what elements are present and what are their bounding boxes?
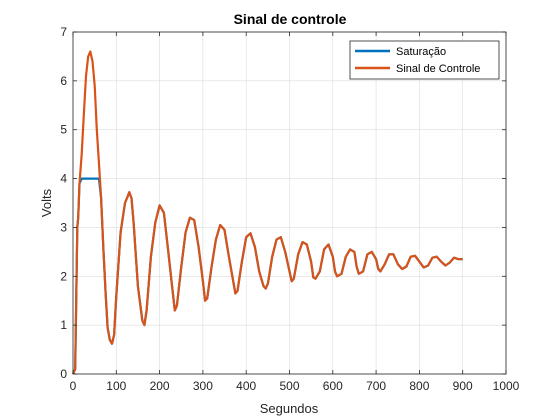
y-axis-ticks: 0 1 2 3 4 5 6 7 <box>60 25 506 381</box>
x-tick-label: 300 <box>193 379 213 393</box>
legend-label-sinal-de-controle: Sinal de Controle <box>396 63 480 75</box>
y-tick-label: 1 <box>60 318 67 332</box>
x-tick-label: 800 <box>409 379 429 393</box>
x-tick-label: 600 <box>323 379 343 393</box>
y-tick-label: 5 <box>60 123 67 137</box>
legend-box <box>349 40 500 80</box>
x-tick-label: 900 <box>453 379 473 393</box>
series-line-sinal-de-controle <box>71 50 463 375</box>
series-layer <box>71 50 463 375</box>
y-tick-label: 4 <box>60 172 67 186</box>
legend: Saturação Sinal de Controle <box>349 40 500 80</box>
x-tick-label: 200 <box>150 379 170 393</box>
x-axis-label: Segundos <box>260 401 319 416</box>
chart-title: Sinal de controle <box>234 11 347 27</box>
x-tick-label: 0 <box>70 379 77 393</box>
x-tick-label: 700 <box>366 379 386 393</box>
x-tick-label: 400 <box>236 379 256 393</box>
y-tick-label: 7 <box>60 25 67 39</box>
y-tick-label: 6 <box>60 74 67 88</box>
y-tick-label: 3 <box>60 220 67 234</box>
x-tick-label: 1000 <box>493 379 520 393</box>
legend-label-saturacao: Saturação <box>396 46 446 58</box>
y-tick-label: 2 <box>60 269 67 283</box>
y-tick-label: 0 <box>60 367 67 381</box>
x-tick-label: 100 <box>106 379 126 393</box>
y-axis-label: Volts <box>39 188 54 217</box>
x-tick-label: 500 <box>279 379 299 393</box>
x-axis-ticks: 0 100 200 300 400 500 600 700 800 900 1000 <box>70 32 520 393</box>
